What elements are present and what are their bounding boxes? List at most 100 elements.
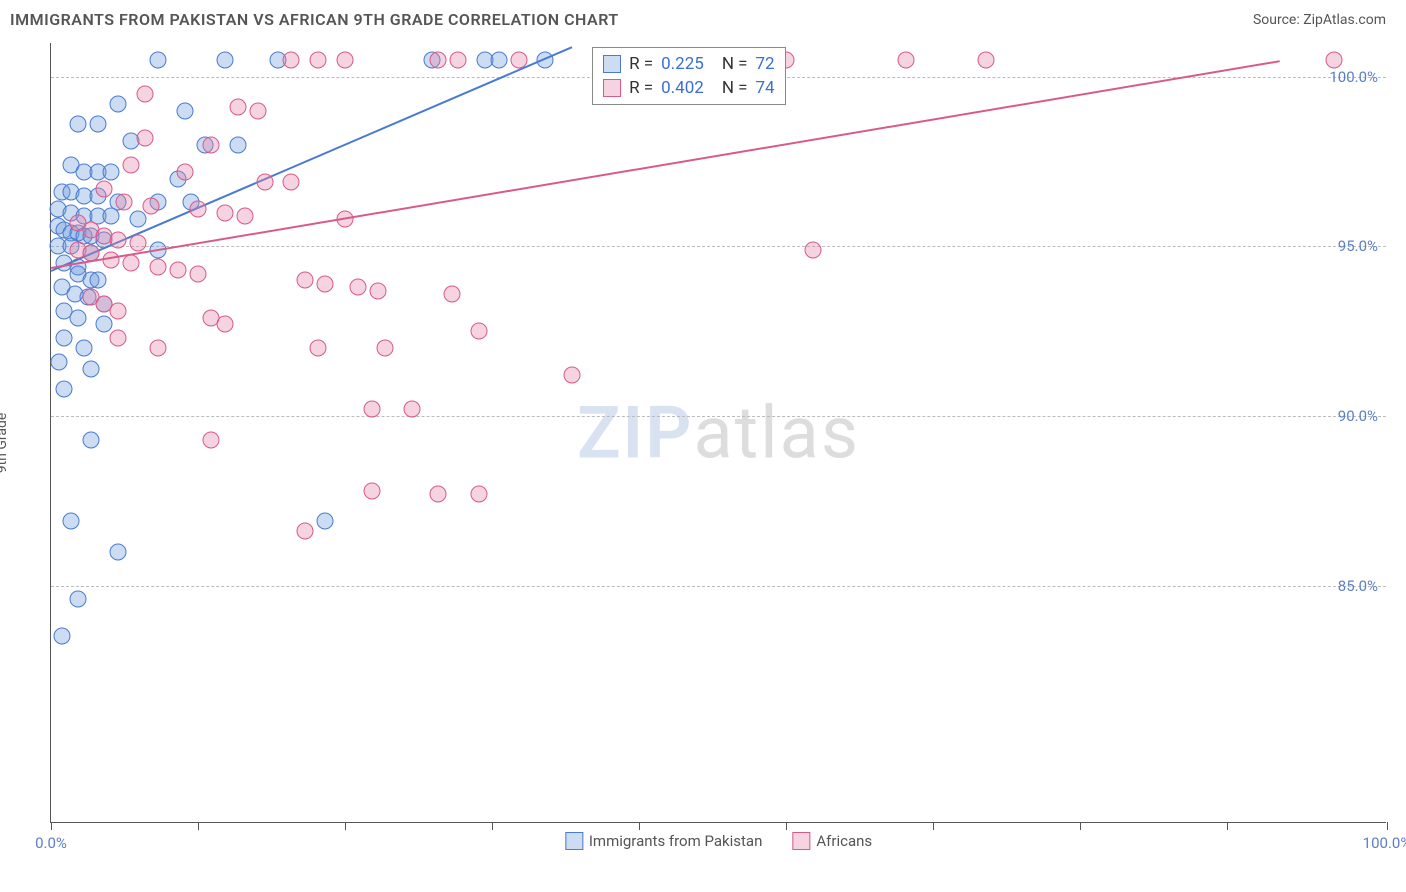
data-point (203, 136, 220, 153)
y-tick-label: 95.0% (1338, 237, 1378, 255)
x-tick (492, 822, 493, 830)
data-point (116, 194, 133, 211)
data-point (283, 51, 300, 68)
y-axis-label: 9th Grade (0, 413, 10, 474)
data-point (123, 255, 140, 272)
data-point (216, 51, 233, 68)
data-point (203, 431, 220, 448)
data-point (109, 543, 126, 560)
x-tick-label: 100.0% (1363, 834, 1406, 852)
data-point (63, 513, 80, 530)
data-point (316, 513, 333, 530)
data-point (443, 285, 460, 302)
data-point (176, 163, 193, 180)
data-point (230, 99, 247, 116)
data-point (149, 258, 166, 275)
data-point (336, 51, 353, 68)
data-point (169, 262, 186, 279)
data-point (136, 85, 153, 102)
y-tick-label: 90.0% (1338, 407, 1378, 425)
x-tick (786, 822, 787, 830)
data-point (69, 116, 86, 133)
data-point (83, 431, 100, 448)
y-tick-label: 85.0% (1338, 577, 1378, 595)
legend-swatch (603, 55, 621, 73)
data-point (76, 340, 93, 357)
legend-swatch (603, 79, 621, 97)
data-point (89, 116, 106, 133)
source-label: Source: ZipAtlas.com (1253, 12, 1386, 28)
legend-item: Immigrants from Pakistan (565, 832, 763, 850)
data-point (109, 96, 126, 113)
data-point (216, 204, 233, 221)
correlation-legend: R =0.225N =72R =0.402N =74 (592, 47, 786, 105)
data-point (69, 309, 86, 326)
data-point (370, 282, 387, 299)
data-point (189, 201, 206, 218)
x-tick (1080, 822, 1081, 830)
data-point (283, 174, 300, 191)
data-point (310, 340, 327, 357)
data-point (129, 211, 146, 228)
data-point (256, 174, 273, 191)
data-point (129, 235, 146, 252)
watermark-atlas: atlas (693, 390, 860, 475)
data-point (296, 523, 313, 540)
y-tick-label: 100.0% (1329, 68, 1378, 86)
chart-container: 9th Grade ZIPatlas Immigrants from Pakis… (10, 33, 1396, 853)
x-tick (345, 822, 346, 830)
legend-label: Africans (816, 832, 872, 850)
legend-row: R =0.225N =72 (603, 52, 775, 76)
data-point (1325, 51, 1342, 68)
data-point (450, 51, 467, 68)
x-tick (1387, 822, 1388, 830)
data-point (109, 231, 126, 248)
gridline (51, 416, 1386, 417)
data-point (804, 241, 821, 258)
data-point (56, 330, 73, 347)
data-point (470, 323, 487, 340)
x-tick (639, 822, 640, 830)
n-label: N = (722, 54, 748, 74)
gridline (51, 586, 1386, 587)
data-point (250, 102, 267, 119)
legend-bottom: Immigrants from Pakistan Africans (565, 832, 872, 850)
data-point (96, 316, 113, 333)
data-point (430, 486, 447, 503)
data-point (149, 340, 166, 357)
data-point (56, 380, 73, 397)
data-point (310, 51, 327, 68)
chart-title: IMMIGRANTS FROM PAKISTAN VS AFRICAN 9TH … (10, 10, 619, 29)
data-point (470, 486, 487, 503)
data-point (103, 252, 120, 269)
data-point (89, 272, 106, 289)
data-point (898, 51, 915, 68)
x-tick (1227, 822, 1228, 830)
n-value: 74 (756, 78, 775, 98)
data-point (978, 51, 995, 68)
legend-label: Immigrants from Pakistan (589, 832, 763, 850)
legend-item: Africans (792, 832, 872, 850)
data-point (176, 102, 193, 119)
data-point (109, 302, 126, 319)
r-label: R = (629, 54, 653, 74)
legend-row: R =0.402N =74 (603, 76, 775, 100)
data-point (149, 51, 166, 68)
x-tick (933, 822, 934, 830)
gridline (51, 246, 1386, 247)
x-tick-label: 0.0% (35, 834, 67, 852)
n-value: 72 (756, 54, 775, 74)
data-point (510, 51, 527, 68)
r-value: 0.402 (661, 78, 704, 98)
data-point (143, 197, 160, 214)
data-point (490, 51, 507, 68)
r-label: R = (629, 78, 653, 98)
data-point (51, 353, 68, 370)
data-point (136, 129, 153, 146)
data-point (103, 207, 120, 224)
data-point (296, 272, 313, 289)
data-point (430, 51, 447, 68)
legend-swatch (565, 832, 583, 850)
x-tick (51, 822, 52, 830)
data-point (236, 207, 253, 224)
